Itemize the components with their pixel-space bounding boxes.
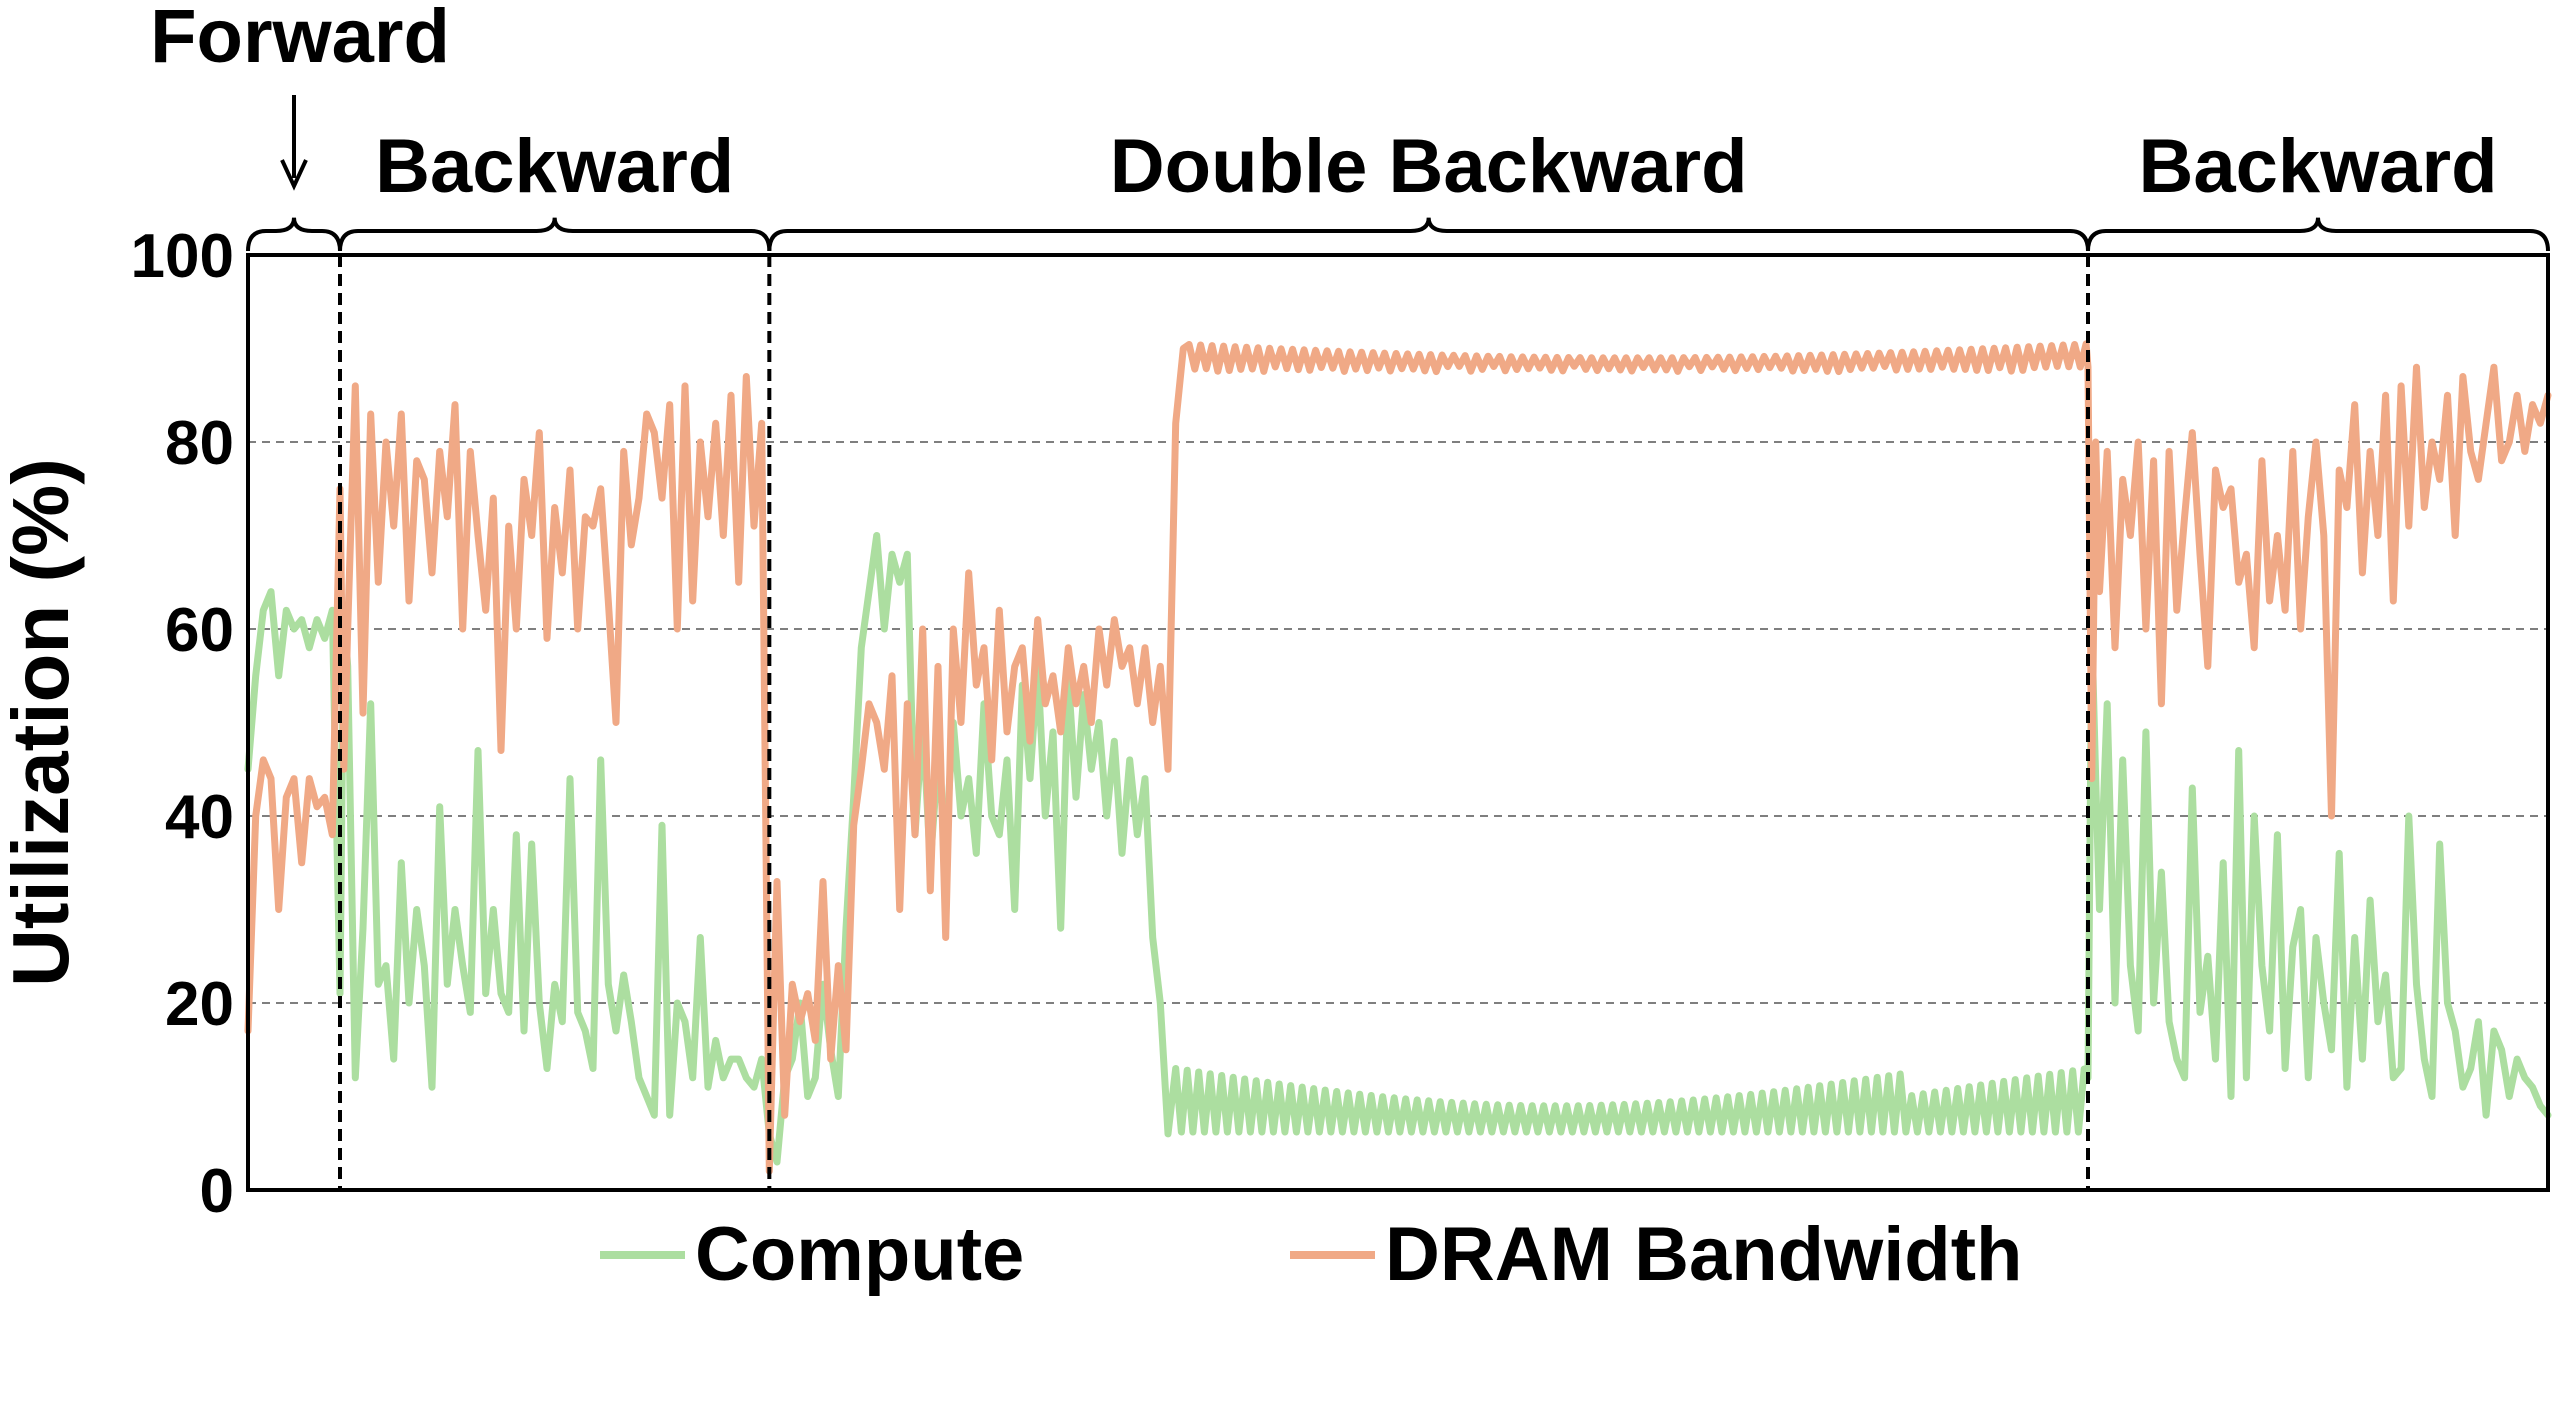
- y-tick-label-60: 60: [165, 596, 234, 665]
- phase-brace-2: [767, 217, 2090, 252]
- forward-arrow-head: [280, 159, 308, 191]
- phase-brace-3: [2086, 217, 2550, 252]
- y-tick-label-80: 80: [165, 409, 234, 478]
- phase-label-double-backward-2: Double Backward: [1110, 124, 1748, 209]
- series-line-compute: [244, 532, 2552, 1166]
- legend-label-dram-bandwidth: DRAM Bandwidth: [1385, 1212, 2022, 1297]
- phase-annotations: Forward Backward Double Backward Backward: [150, 0, 2550, 1190]
- y-tick-label-100: 100: [131, 222, 234, 291]
- phase-brace-0: [246, 217, 342, 252]
- y-tick-label-40: 40: [165, 783, 234, 852]
- legend-label-compute: Compute: [695, 1212, 1024, 1297]
- legend: Compute DRAM Bandwidth: [600, 1212, 2022, 1297]
- series-line-dram-bandwidth: [244, 340, 2552, 1175]
- phase-label-forward: Forward: [150, 0, 450, 79]
- phase-label-backward-1: Backward: [375, 124, 734, 209]
- y-tick-label-0: 0: [200, 1157, 234, 1226]
- y-tick-label-20: 20: [165, 970, 234, 1039]
- phase-brace-1: [338, 217, 772, 252]
- phase-label-backward-3: Backward: [2138, 124, 2497, 209]
- plot-frame: [246, 253, 2550, 1192]
- series-lines: [244, 340, 2552, 1175]
- axes: 0 20 40 60 80 100 Utilization (%): [0, 222, 2550, 1226]
- y-axis-label: Utilization (%): [0, 458, 85, 987]
